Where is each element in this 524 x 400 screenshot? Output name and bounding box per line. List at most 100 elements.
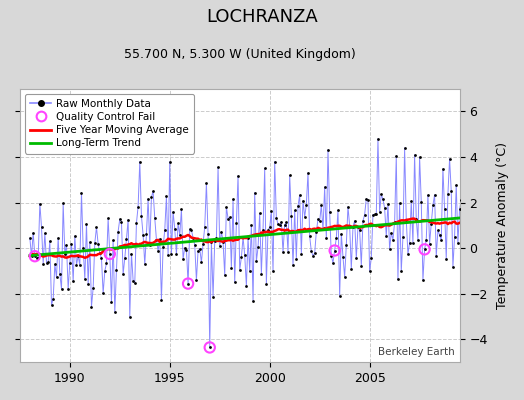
Point: [332, 235, 341, 241]
Point: [382, 233, 390, 240]
Point: [27, 253, 36, 260]
Point: [392, 152, 400, 159]
Point: [254, 244, 262, 250]
Point: [187, 227, 195, 234]
Point: [256, 210, 264, 216]
Point: [305, 233, 314, 240]
Point: [172, 251, 181, 258]
Point: [409, 240, 417, 246]
Point: [157, 297, 166, 303]
Point: [455, 206, 464, 213]
Point: [364, 196, 372, 203]
Point: [221, 272, 229, 279]
Point: [284, 249, 292, 255]
Point: [447, 188, 455, 194]
Point: [92, 224, 101, 230]
Point: [331, 247, 339, 254]
Point: [386, 246, 394, 252]
Point: [355, 227, 364, 233]
Point: [101, 268, 109, 274]
Point: [152, 236, 161, 243]
Point: [399, 234, 407, 240]
Point: [177, 206, 185, 213]
Point: [445, 156, 454, 162]
Point: [270, 158, 279, 165]
Point: [329, 260, 337, 266]
Point: [374, 136, 382, 142]
Point: [342, 242, 351, 248]
Point: [311, 250, 319, 257]
Point: [222, 204, 231, 210]
Point: [239, 234, 247, 240]
Point: [117, 218, 126, 225]
Point: [335, 293, 344, 299]
Point: [72, 262, 81, 268]
Point: [290, 207, 299, 214]
Point: [146, 242, 154, 248]
Point: [97, 255, 106, 262]
Point: [317, 202, 325, 208]
Point: [89, 285, 97, 291]
Point: [111, 309, 119, 315]
Point: [136, 158, 144, 165]
Point: [259, 227, 267, 233]
Point: [184, 280, 192, 287]
Point: [369, 212, 377, 218]
Point: [132, 220, 140, 226]
Point: [29, 230, 37, 236]
Point: [205, 344, 214, 351]
Point: [451, 233, 459, 240]
Point: [156, 236, 164, 242]
Point: [171, 226, 179, 232]
Point: [312, 228, 321, 235]
Point: [327, 253, 335, 259]
Point: [384, 201, 392, 207]
Point: [452, 182, 461, 188]
Point: [215, 243, 224, 249]
Point: [462, 316, 471, 322]
Point: [449, 264, 457, 270]
Point: [41, 230, 49, 236]
Point: [99, 290, 107, 296]
Point: [422, 236, 430, 243]
Point: [107, 299, 116, 305]
Point: [184, 280, 192, 287]
Point: [430, 192, 439, 198]
Point: [119, 271, 127, 277]
Point: [84, 281, 92, 288]
Point: [42, 260, 51, 266]
Point: [95, 250, 104, 256]
Point: [402, 217, 410, 224]
Point: [234, 172, 242, 179]
Point: [192, 277, 201, 284]
Point: [260, 165, 269, 172]
Point: [167, 251, 176, 257]
Point: [61, 250, 69, 257]
Point: [407, 198, 416, 204]
Point: [237, 254, 246, 260]
Point: [189, 235, 197, 241]
Point: [242, 283, 250, 289]
Point: [195, 246, 204, 252]
Point: [289, 262, 297, 268]
Point: [435, 232, 444, 238]
Point: [202, 180, 211, 186]
Point: [229, 196, 237, 202]
Point: [267, 208, 276, 214]
Point: [249, 298, 257, 304]
Point: [127, 250, 136, 257]
Point: [294, 203, 302, 209]
Point: [331, 247, 339, 254]
Point: [46, 238, 54, 244]
Point: [56, 271, 64, 277]
Point: [304, 170, 312, 176]
Point: [334, 207, 342, 214]
Point: [144, 196, 152, 202]
Point: [367, 255, 376, 261]
Point: [64, 286, 72, 292]
Point: [337, 231, 345, 237]
Point: [252, 258, 260, 265]
Point: [204, 231, 212, 237]
Point: [325, 209, 334, 215]
Point: [339, 254, 347, 260]
